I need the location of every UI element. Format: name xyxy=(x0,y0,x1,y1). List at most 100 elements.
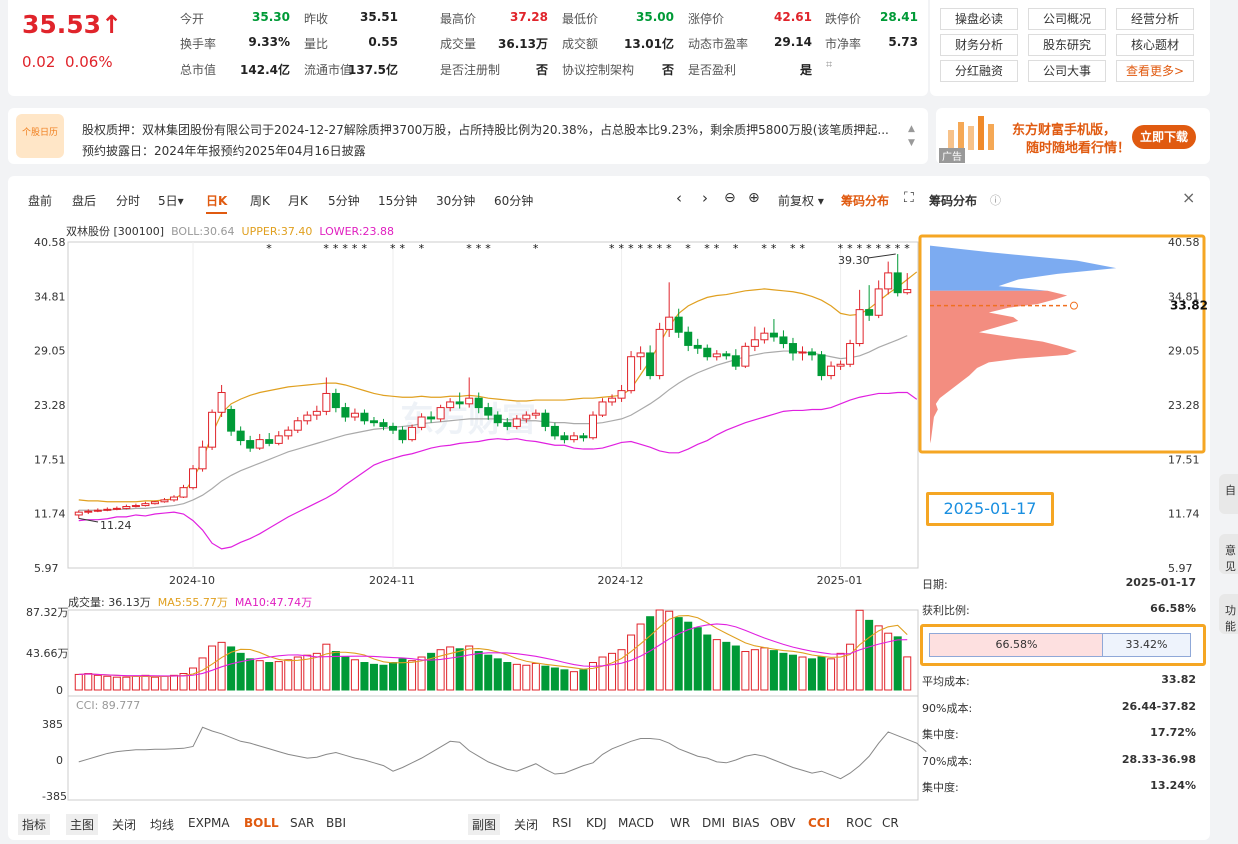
chip-stat-value: 17.72% xyxy=(1150,726,1196,739)
volume-bar xyxy=(84,673,93,691)
chart-panel: 盘前 盘后 分时 5日▾ 日K 周K 月K 5分钟 15分钟 30分钟 60分钟 ‹ › ⊖ ⊕ 前… xyxy=(8,176,1210,840)
volume-bar xyxy=(846,643,855,691)
quick-link[interactable]: 股东研究 xyxy=(1028,34,1106,56)
candle-body xyxy=(189,468,198,489)
sub-indicator[interactable]: RSI xyxy=(552,816,572,830)
candle-body xyxy=(503,422,512,427)
sub-indicator[interactable]: DMI xyxy=(702,816,726,830)
volume-tick: 43.66万 xyxy=(26,647,69,660)
main-indicator[interactable]: BBI xyxy=(326,816,347,830)
candle-body xyxy=(360,412,369,422)
event-marker: * xyxy=(323,242,329,255)
quick-link[interactable]: 操盘必读 xyxy=(940,8,1018,30)
quote-label: 成交量 xyxy=(440,37,477,51)
price-tick: 40.58 xyxy=(34,236,66,249)
sub-indicator[interactable]: BIAS xyxy=(732,816,760,830)
candle-body xyxy=(512,418,521,427)
volume-bar xyxy=(103,675,112,691)
quote-value: 35.00 xyxy=(636,10,674,24)
chip-toggle[interactable]: 筹码分布 xyxy=(841,194,890,208)
quick-link[interactable]: 核心题材 xyxy=(1116,34,1194,56)
quote-label: 协议控制架构 xyxy=(562,63,635,77)
main-indicator[interactable]: SAR xyxy=(290,816,315,830)
sub-indicator[interactable]: OBV xyxy=(770,816,796,830)
event-marker: * xyxy=(895,242,901,255)
candle-body xyxy=(608,397,617,403)
chip-stat-label: 集中度: xyxy=(922,781,959,794)
side-tab[interactable]: 自 xyxy=(1219,474,1238,514)
candle-body xyxy=(122,505,131,509)
sub-indicator[interactable]: ROC xyxy=(846,816,873,830)
side-tab[interactable]: 意见 xyxy=(1219,534,1238,574)
fullscreen-icon[interactable]: ⛶ xyxy=(904,190,914,206)
period-tab[interactable]: 60分钟 xyxy=(494,194,534,208)
qr-icon[interactable]: ⌗ xyxy=(826,58,833,71)
calendar-icon[interactable]: 个股日历 xyxy=(16,114,64,158)
candle-body xyxy=(598,401,607,416)
volume-bar xyxy=(446,646,455,691)
quote-label: 换手率 xyxy=(180,37,217,51)
period-tab[interactable]: 盘前 xyxy=(28,194,53,208)
quick-link[interactable]: 财务分析 xyxy=(940,34,1018,56)
main-indicator[interactable]: BOLL xyxy=(244,816,279,830)
candle-body xyxy=(265,439,274,444)
sub-indicator[interactable]: 副图 xyxy=(468,814,501,835)
zoom-in-icon[interactable]: ⊕ xyxy=(748,190,760,206)
quick-link[interactable]: 查看更多> xyxy=(1116,60,1194,82)
legend-boll: BOLL:30.64 xyxy=(171,225,235,238)
volume-bar xyxy=(579,669,588,691)
period-tab[interactable]: 日K xyxy=(206,194,228,214)
cci-tick: -385 xyxy=(42,790,67,803)
candle-body xyxy=(684,331,693,346)
prev-icon[interactable]: ‹ xyxy=(676,189,682,207)
quick-link[interactable]: 分红融资 xyxy=(940,60,1018,82)
quick-link[interactable]: 公司概况 xyxy=(1028,8,1106,30)
legend-stock: 双林股份 [300100] xyxy=(66,225,165,238)
quick-link[interactable]: 经营分析 xyxy=(1116,8,1194,30)
event-marker: * xyxy=(533,242,539,255)
period-tab[interactable]: 月K xyxy=(288,194,308,208)
volume-bar xyxy=(427,652,436,691)
sub-indicator[interactable]: CR xyxy=(882,816,899,830)
period-tab[interactable]: 5日▾ xyxy=(158,194,184,208)
ad-banner[interactable]: 广告 东方财富手机版， 随时随地看行情！ 立即下载 xyxy=(936,108,1210,164)
volume-bar xyxy=(741,651,750,691)
period-tab[interactable]: 30分钟 xyxy=(436,194,476,208)
candle-body xyxy=(769,332,778,338)
quote-value: 13.01亿 xyxy=(624,37,674,51)
period-tab[interactable]: 15分钟 xyxy=(378,194,418,208)
sub-indicator[interactable]: 关闭 xyxy=(514,818,539,832)
candle-body xyxy=(322,392,331,412)
period-tab[interactable]: 周K xyxy=(250,194,270,208)
sub-indicator[interactable]: CCI xyxy=(808,816,831,830)
period-tab[interactable]: 分时 xyxy=(116,194,141,208)
period-tab[interactable]: 盘后 xyxy=(72,194,97,208)
volume-bar xyxy=(817,656,826,691)
notice-disclosure[interactable]: 预约披露日：2024年年报预约2025年04月16日披露 xyxy=(82,144,366,158)
next-icon[interactable]: › xyxy=(702,189,708,207)
quick-link[interactable]: 公司大事 xyxy=(1028,60,1106,82)
sub-indicator[interactable]: KDJ xyxy=(586,816,607,830)
sub-indicator[interactable]: WR xyxy=(670,816,691,830)
close-icon[interactable]: × xyxy=(1182,188,1196,207)
quote-value: 35.51 xyxy=(360,10,398,24)
scroll-arrows-icon[interactable]: ▲ ▼ xyxy=(908,124,915,148)
period-tab[interactable]: 5分钟 xyxy=(328,194,360,208)
legend-upper: UPPER:37.40 xyxy=(241,225,313,238)
adjust-select[interactable]: 前复权 ▾ xyxy=(778,194,824,208)
download-button[interactable]: 立即下载 xyxy=(1132,125,1196,149)
main-indicator[interactable]: 均线 xyxy=(150,818,175,832)
side-tab[interactable]: 功能 xyxy=(1219,594,1238,634)
zoom-out-icon[interactable]: ⊖ xyxy=(724,190,736,206)
candle-body xyxy=(665,316,674,330)
notice-pledge[interactable]: 股权质押：双林集团股份有限公司于2024-12-27解除质押3700万股，占所持… xyxy=(82,123,889,137)
help-icon[interactable]: ⓘ xyxy=(990,194,1001,207)
volume-bar xyxy=(169,674,179,691)
event-marker: * xyxy=(761,242,767,255)
main-indicator[interactable]: 关闭 xyxy=(112,818,137,832)
sub-indicator[interactable]: MACD xyxy=(618,816,654,830)
volume-bar xyxy=(608,652,617,691)
main-indicator[interactable]: 主图 xyxy=(66,814,99,835)
main-indicator[interactable]: EXPMA xyxy=(188,816,230,830)
